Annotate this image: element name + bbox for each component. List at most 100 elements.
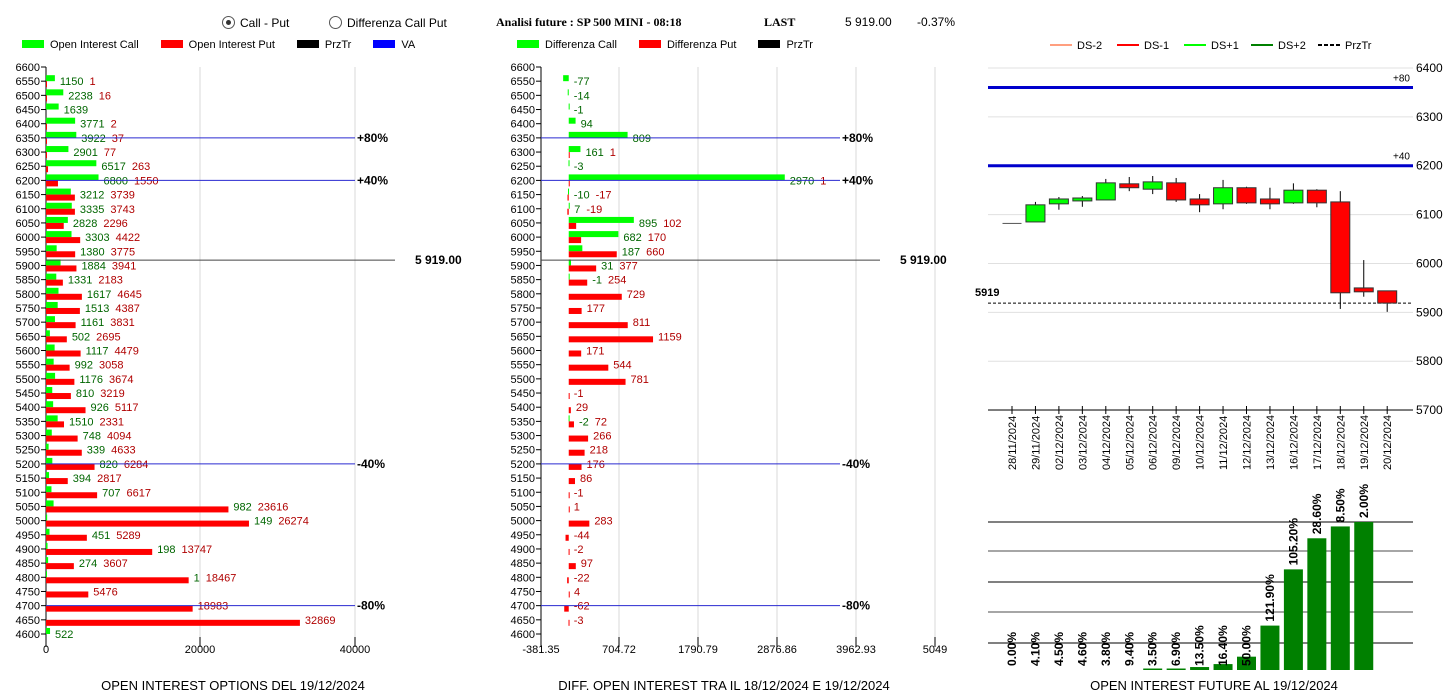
y-tick-label: 5650 bbox=[511, 331, 535, 343]
y-tick-label: 6550 bbox=[16, 76, 40, 88]
y-tick-label: 6000 bbox=[1416, 256, 1443, 270]
oi-bar-label: 13.50% bbox=[1193, 625, 1207, 666]
put-value-label: 18467 bbox=[206, 572, 237, 584]
candle-body bbox=[1377, 290, 1398, 304]
y-tick-label: 4600 bbox=[511, 629, 535, 641]
put-value-label: 2695 bbox=[96, 331, 120, 343]
put-bar bbox=[568, 251, 617, 258]
y-tick-label: 5450 bbox=[16, 388, 40, 400]
put-bar bbox=[568, 421, 574, 428]
y-tick-label: 6050 bbox=[16, 218, 40, 230]
x-tick-label: 5049 bbox=[923, 644, 947, 656]
call-value-label: 1 bbox=[194, 572, 200, 584]
oi-bar-label: 3.50% bbox=[1146, 632, 1160, 666]
put-value-label: 32869 bbox=[305, 615, 336, 627]
oi-bar-label: 4.60% bbox=[1075, 632, 1089, 666]
call-bar bbox=[46, 472, 50, 479]
call-bar bbox=[46, 486, 52, 493]
put-bar bbox=[46, 449, 82, 456]
put-bar bbox=[568, 265, 597, 272]
y-tick-label: 4650 bbox=[16, 615, 40, 627]
put-bar bbox=[568, 350, 582, 357]
call-value-label: 3771 bbox=[80, 119, 104, 131]
call-value-label: -14 bbox=[574, 90, 590, 102]
put-value-label: 5476 bbox=[93, 586, 117, 598]
put-value-label: -3 bbox=[574, 615, 584, 627]
put-bar bbox=[568, 492, 570, 499]
candle-body bbox=[1283, 189, 1304, 204]
radio-checked-icon bbox=[222, 16, 235, 29]
call-value-label: 1176 bbox=[79, 374, 103, 386]
legend-item: PrzTr bbox=[758, 39, 813, 51]
chart-title: OPEN INTEREST OPTIONS DEL 19/12/2024 bbox=[101, 678, 365, 693]
put-value-label: 171 bbox=[586, 346, 604, 358]
y-tick-label: 5350 bbox=[511, 416, 535, 428]
call-bar bbox=[563, 75, 569, 82]
call-bar bbox=[46, 287, 59, 294]
y-tick-label: 6000 bbox=[16, 232, 40, 244]
y-tick-label: 5400 bbox=[511, 402, 535, 414]
put-value-label: -22 bbox=[574, 572, 590, 584]
y-tick-label: 5500 bbox=[16, 374, 40, 386]
y-tick-label: 6450 bbox=[16, 105, 40, 117]
x-tick-label: 1790.79 bbox=[678, 644, 718, 656]
call-bar bbox=[46, 514, 48, 521]
radio-call-put[interactable]: Call - Put bbox=[222, 16, 289, 30]
put-value-label: 3941 bbox=[112, 260, 136, 272]
legend-label: DS-1 bbox=[1144, 40, 1169, 52]
candle-body bbox=[1330, 201, 1351, 294]
date-label: 10/12/2024 bbox=[1195, 415, 1207, 470]
y-tick-label: 4850 bbox=[16, 558, 40, 570]
put-bar bbox=[46, 492, 98, 499]
y-tick-label: 4750 bbox=[16, 586, 40, 598]
call-bar bbox=[568, 160, 570, 167]
oi-bar-label: 121.90% bbox=[1263, 574, 1277, 622]
call-value-label: -77 bbox=[574, 76, 590, 88]
candle-body bbox=[1025, 204, 1046, 223]
radio-differenza-call-put[interactable]: Differenza Call Put bbox=[329, 16, 447, 30]
oi-bar bbox=[1307, 538, 1327, 670]
y-tick-label: 5600 bbox=[16, 346, 40, 358]
y-tick-label: 4800 bbox=[511, 572, 535, 584]
put-bar bbox=[46, 478, 68, 485]
legend-label: DS+1 bbox=[1211, 40, 1239, 52]
y-tick-label: 4700 bbox=[16, 601, 40, 613]
y-tick-label: 5900 bbox=[511, 260, 535, 272]
put-value-label: 5117 bbox=[115, 402, 139, 414]
put-bar bbox=[46, 251, 76, 258]
call-bar bbox=[46, 401, 54, 408]
y-tick-label: 6300 bbox=[16, 147, 40, 159]
candle-body bbox=[1119, 183, 1140, 189]
put-bar bbox=[568, 563, 576, 570]
put-bar bbox=[46, 95, 47, 102]
call-bar bbox=[46, 500, 54, 507]
y-tick-label: 5400 bbox=[16, 402, 40, 414]
x-tick-label: 2876.86 bbox=[757, 644, 797, 656]
y-tick-label: 5050 bbox=[16, 501, 40, 513]
put-bar bbox=[568, 322, 628, 329]
put-value-label: 1 bbox=[610, 147, 616, 159]
oi-bar-label: 0.00% bbox=[1005, 632, 1019, 666]
call-value-label: 1513 bbox=[85, 303, 109, 315]
put-value-label: 176 bbox=[587, 459, 605, 471]
call-bar bbox=[568, 216, 634, 223]
put-bar bbox=[46, 407, 86, 414]
y-tick-label: 5850 bbox=[511, 275, 535, 287]
call-value-label: 926 bbox=[91, 402, 109, 414]
put-value-label: 4 bbox=[574, 586, 580, 598]
date-label: 04/12/2024 bbox=[1101, 415, 1113, 470]
date-label: 16/12/2024 bbox=[1288, 415, 1300, 470]
call-value-label: 1639 bbox=[64, 105, 88, 117]
y-tick-label: 5000 bbox=[511, 516, 535, 528]
put-bar bbox=[568, 619, 570, 626]
put-value-label: 177 bbox=[587, 303, 605, 315]
radio-unchecked-icon bbox=[329, 16, 342, 29]
call-value-label: 707 bbox=[102, 487, 120, 499]
call-value-label: 3922 bbox=[81, 133, 105, 145]
put-value-label: -1 bbox=[574, 388, 584, 400]
put-bar bbox=[568, 152, 570, 159]
y-tick-label: 5000 bbox=[16, 516, 40, 528]
oi-bar-label: 4.10% bbox=[1028, 632, 1042, 666]
call-value-label: 451 bbox=[92, 530, 110, 542]
put-value-label: 6284 bbox=[124, 459, 148, 471]
